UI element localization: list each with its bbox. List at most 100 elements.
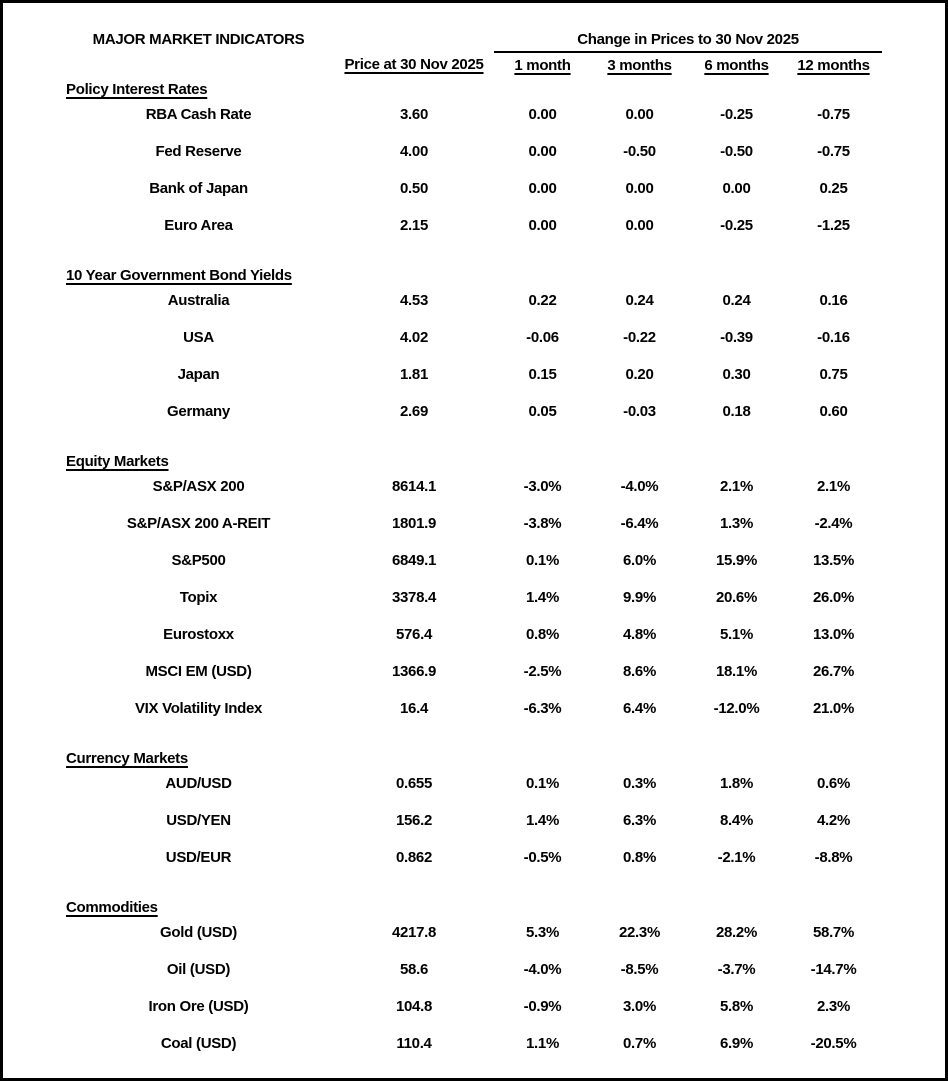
change-3m: -0.03: [623, 403, 656, 420]
change-6m: 0.30: [722, 366, 751, 383]
change-12m: 26.7%: [812, 663, 855, 680]
change-1m: -0.5%: [523, 849, 562, 866]
row-label: Germany: [167, 403, 230, 420]
change-3m: 22.3%: [618, 924, 661, 941]
change-1m: 0.8%: [526, 626, 559, 643]
change-3m: 0.7%: [623, 1035, 656, 1052]
row-label: Oil (USD): [166, 961, 231, 978]
change-12m: -14.7%: [810, 961, 857, 978]
price-value: 3.60: [400, 106, 428, 123]
change-6m: -2.1%: [717, 849, 756, 866]
change-6m: -0.25: [720, 106, 753, 123]
table-row: Eurostoxx 576.4 0.8% 4.8% 5.1% 13.0%: [63, 622, 882, 659]
change-3m: 0.20: [625, 366, 654, 383]
price-value: 4.00: [400, 143, 428, 160]
row-label: Topix: [179, 589, 218, 606]
table-row: MSCI EM (USD) 1366.9 -2.5% 8.6% 18.1% 26…: [63, 659, 882, 696]
section-header-row: Equity Markets: [63, 449, 882, 474]
change-12m: -2.4%: [814, 515, 853, 532]
row-label: RBA Cash Rate: [145, 106, 252, 123]
price-value: 1.81: [400, 366, 428, 383]
price-value: 0.862: [395, 849, 433, 866]
price-value: 3378.4: [391, 589, 437, 606]
change-12m: 0.25: [819, 180, 848, 197]
row-label: Australia: [167, 292, 230, 309]
change-12m: 4.2%: [817, 812, 850, 829]
change-1m: 5.3%: [526, 924, 559, 941]
price-value: 6849.1: [391, 552, 437, 569]
table-row: Bank of Japan 0.50 0.00 0.00 0.00 0.25: [63, 176, 882, 213]
section-separator: [63, 882, 882, 895]
table-row: S&P/ASX 200 8614.1 -3.0% -4.0% 2.1% 2.1%: [63, 474, 882, 511]
row-label: S&P/ASX 200: [152, 478, 245, 495]
change-6m: 2.1%: [720, 478, 753, 495]
section-title-currency-markets: Currency Markets: [66, 750, 188, 767]
change-3m: 3.0%: [623, 998, 656, 1015]
row-label: Coal (USD): [160, 1035, 237, 1052]
price-value: 110.4: [396, 1035, 432, 1052]
table-row: VIX Volatility Index 16.4 -6.3% 6.4% -12…: [63, 696, 882, 733]
row-label: S&P/ASX 200 A-REIT: [126, 515, 271, 532]
row-label: Iron Ore (USD): [148, 998, 249, 1015]
change-6m: -0.25: [720, 217, 753, 234]
change-12m: 0.60: [819, 403, 848, 420]
change-1m: 0.1%: [526, 552, 559, 569]
row-label: Bank of Japan: [149, 180, 248, 197]
change-3m: 0.3%: [623, 775, 656, 792]
row-label: S&P500: [171, 552, 226, 569]
change-3m: 0.24: [625, 292, 654, 309]
change-6m: 0.00: [722, 180, 751, 197]
change-group-header: Change in Prices to 30 Nov 2025: [494, 27, 883, 53]
change-6m: 28.2%: [715, 924, 758, 941]
table-row: Gold (USD) 4217.8 5.3% 22.3% 28.2% 58.7%: [63, 920, 882, 957]
price-value: 576.4: [395, 626, 433, 643]
section-title-commodities: Commodities: [66, 899, 158, 916]
change-6m: -0.39: [720, 329, 753, 346]
change-1m: 0.00: [528, 143, 557, 160]
change-6m: 1.8%: [720, 775, 753, 792]
section-title-equity-markets: Equity Markets: [66, 453, 169, 470]
header-spacer: [63, 52, 334, 77]
price-value: 2.69: [400, 403, 428, 420]
price-value: 1366.9: [391, 663, 437, 680]
price-value: 4.02: [400, 329, 428, 346]
change-6m: -3.7%: [717, 961, 756, 978]
table-row: Fed Reserve 4.00 0.00 -0.50 -0.50 -0.75: [63, 139, 882, 176]
change-6m: 20.6%: [715, 589, 758, 606]
price-value: 4217.8: [391, 924, 437, 941]
change-3m: -0.50: [623, 143, 656, 160]
col-header-price: Price at 30 Nov 2025: [344, 56, 484, 73]
change-12m: -0.75: [817, 143, 850, 160]
table-row: S&P/ASX 200 A-REIT 1801.9 -3.8% -6.4% 1.…: [63, 511, 882, 548]
row-label: Japan: [177, 366, 220, 383]
change-1m: 1.4%: [526, 589, 559, 606]
change-6m: 1.3%: [720, 515, 753, 532]
section-header-row: Currency Markets: [63, 746, 882, 771]
change-1m: 0.15: [528, 366, 557, 383]
change-12m: 58.7%: [812, 924, 855, 941]
section-separator: [63, 250, 882, 263]
change-6m: 5.1%: [720, 626, 753, 643]
change-3m: 8.6%: [623, 663, 656, 680]
section-title-policy-interest-rates: Policy Interest Rates: [66, 81, 208, 98]
change-1m: 0.00: [528, 180, 557, 197]
change-12m: 0.16: [819, 292, 848, 309]
change-3m: -6.4%: [620, 515, 659, 532]
section-header-row: Commodities: [63, 895, 882, 920]
price-value: 8614.1: [391, 478, 437, 495]
col-header-6-months: 6 months: [704, 57, 769, 74]
table-row: RBA Cash Rate 3.60 0.00 0.00 -0.25 -0.75: [63, 102, 882, 139]
change-1m: 1.4%: [526, 812, 559, 829]
change-3m: -8.5%: [620, 961, 659, 978]
change-6m: 6.9%: [720, 1035, 753, 1052]
price-value: 58.6: [400, 961, 428, 978]
change-1m: 0.22: [528, 292, 557, 309]
price-value: 0.655: [395, 775, 433, 792]
change-6m: 0.18: [722, 403, 751, 420]
change-12m: 2.1%: [817, 478, 850, 495]
table-row: USA 4.02 -0.06 -0.22 -0.39 -0.16: [63, 325, 882, 362]
table-row: Oil (USD) 58.6 -4.0% -8.5% -3.7% -14.7%: [63, 957, 882, 994]
row-label: USD/YEN: [166, 812, 231, 829]
change-1m: 0.05: [528, 403, 557, 420]
change-12m: -1.25: [817, 217, 850, 234]
